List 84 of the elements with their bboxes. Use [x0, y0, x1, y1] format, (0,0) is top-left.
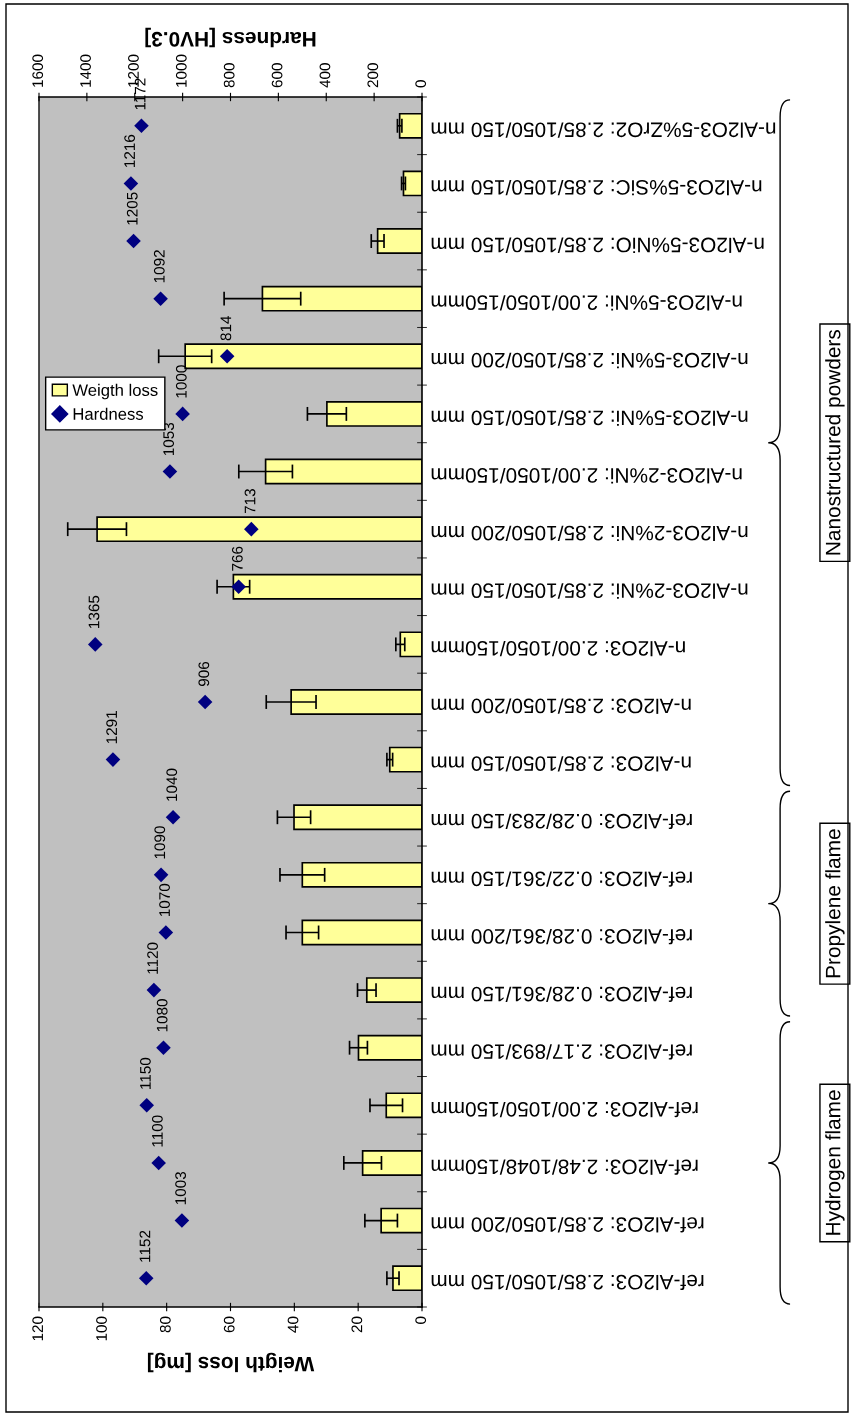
x2-tick-label: 800	[223, 63, 235, 88]
point	[105, 752, 121, 767]
data-label: 1216	[124, 134, 136, 167]
point	[126, 233, 141, 249]
y-tick-label: ref-Al2O3: 2.85/1050/150 mm	[431, 1274, 704, 1291]
point	[156, 1040, 171, 1055]
x-tick-label: 60	[223, 1316, 235, 1333]
x-tick-label: 20	[351, 1316, 363, 1333]
point	[87, 637, 103, 652]
x2-tick-label: 200	[367, 63, 379, 88]
point	[197, 694, 213, 710]
x-tick-label: 100	[96, 1316, 107, 1341]
x2-tick-label: 600	[271, 63, 283, 88]
x-tick-label: 120	[32, 1316, 44, 1341]
y-tick-label: n-Al2O3-5%SiC: 2.85/1050/150 mm	[431, 180, 762, 196]
x2-tick-label: 0	[415, 80, 427, 88]
legend-label: Weigth loss	[72, 383, 158, 400]
point	[231, 579, 246, 595]
data-label: 713	[244, 489, 256, 514]
point	[151, 1155, 166, 1171]
data-label: 1003	[175, 1171, 187, 1205]
text: Nanostructured powders	[825, 329, 845, 555]
data-label: 814	[220, 315, 232, 341]
data-label: 906	[198, 661, 210, 687]
y-tick-label: ref-Al2O3: 0.28/361/200 mm	[431, 929, 692, 945]
point	[138, 1270, 154, 1286]
data-label: 1150	[140, 1057, 151, 1089]
point	[153, 867, 169, 883]
data-label: 1120	[147, 942, 158, 974]
text: Propylene flame	[825, 829, 845, 978]
data-label: 1205	[126, 192, 138, 225]
data-label: 1092	[153, 250, 165, 283]
y-tick-label: n-Al2O3-2%Ni: 2.85/1050/150 mm	[431, 583, 748, 599]
point	[153, 291, 168, 306]
y-tick-label: ref-Al2O3: 2.17/893/150 mm	[431, 1044, 692, 1060]
data-label: 1365	[88, 595, 100, 628]
x-tick-label: 40	[287, 1316, 299, 1333]
x2-tick-label: 1600	[32, 54, 44, 87]
point	[219, 349, 235, 364]
data-label: 1040	[166, 768, 178, 801]
data-label: 1000	[175, 365, 187, 398]
y-tick-label: n-Al2O3-5%Ni: 2.85/1050/150 mm	[431, 410, 748, 426]
point	[175, 406, 190, 422]
y-tick-label: ref-Al2O3: 0.28/283/150 mm	[431, 813, 692, 830]
legend-label: Hardness	[73, 407, 144, 420]
x2-tick-label: 1000	[175, 54, 187, 87]
x-axis-title: Weigth loss [mg]	[147, 1352, 315, 1373]
point	[146, 982, 162, 998]
data-label: 1070	[159, 883, 170, 917]
x2-axis-title: Hardness [HV0.3]	[145, 27, 316, 48]
x-tick-label: 0	[415, 1316, 427, 1324]
point	[174, 1213, 190, 1228]
data-label: 766	[231, 546, 243, 571]
data-label: 1090	[154, 826, 166, 859]
text: Hydrogen flame	[825, 1090, 845, 1235]
point	[123, 176, 139, 191]
y-tick-label: n-Al2O3-2%Ni: 2.00/1050/150mm	[431, 468, 742, 484]
y-tick-label: ref-Al2O3: 0.22/361/150 mm	[431, 871, 692, 887]
point	[158, 925, 174, 940]
x-tick-label: 80	[159, 1316, 171, 1333]
point	[165, 809, 181, 825]
y-tick-label: n-Al2O3: 2.85/1050/200 mm	[431, 698, 691, 714]
point	[139, 1098, 154, 1113]
x2-tick-label: 1400	[80, 54, 91, 87]
y-tick-label: n-Al2O3: 2.85/1050/150 mm	[431, 756, 691, 772]
y-tick-label: n-Al2O3-5%Ni: 2.85/1050/200 mm	[431, 352, 748, 369]
data-label: 1100	[151, 1115, 163, 1147]
y-tick-label: ref-Al2O3: 2.85/1050/200 mm	[431, 1217, 704, 1233]
point	[162, 464, 178, 479]
x2-tick-label: 400	[319, 63, 331, 88]
y-tick-label: n-Al2O3-2%Ni: 2.85/1050/200 mm	[431, 525, 748, 542]
data-label: 1291	[106, 711, 118, 744]
data-label: 1080	[156, 999, 168, 1032]
y-tick-label: ref-Al2O3: 2.00/1050/150mm	[431, 1101, 698, 1118]
y-tick-label: ref-Al2O3: 2.48/1048/150mm	[431, 1159, 698, 1175]
data-label: 1152	[139, 1230, 151, 1262]
data-label: 1053	[163, 422, 175, 456]
y-tick-label: n-Al2O3-5%Ni: 2.00/1050/150mm	[431, 295, 742, 311]
point	[134, 118, 149, 134]
y-tick-label: n-Al2O3: 2.00/1050/150mm	[431, 640, 685, 657]
point	[244, 521, 259, 537]
y-tick-label: n-Al2O3-5%ZrO2: 2.85/1050/150 mm	[431, 122, 776, 138]
y-tick-label: n-Al2O3-5%NiO: 2.85/1050/150 mm	[431, 237, 764, 253]
y-tick-label: ref-Al2O3: 0.28/361/150 mm	[431, 986, 692, 1002]
